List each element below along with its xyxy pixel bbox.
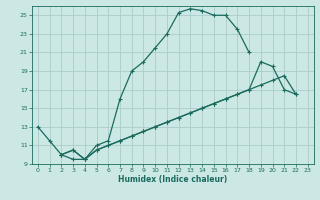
X-axis label: Humidex (Indice chaleur): Humidex (Indice chaleur) bbox=[118, 175, 228, 184]
